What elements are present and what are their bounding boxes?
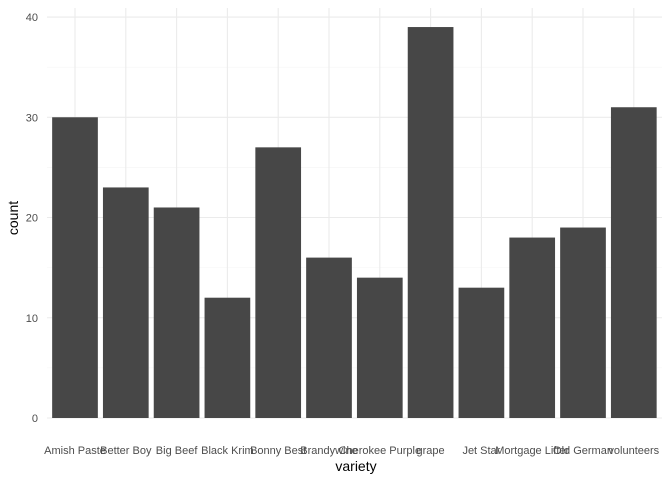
y-tick-label: 0: [32, 413, 38, 425]
bar: [560, 227, 606, 418]
bars-group: [52, 27, 657, 419]
x-tick-label: Amish Paste: [44, 445, 106, 457]
x-tick-label: volunteers: [608, 445, 659, 457]
x-tick-label: grape: [417, 445, 445, 457]
x-tick-label: Better Boy: [100, 445, 152, 457]
x-tick-label: Big Beef: [156, 445, 199, 457]
bar: [356, 277, 403, 418]
x-tick-label: Black Krim: [201, 445, 254, 457]
y-tick-label: 20: [26, 213, 38, 225]
y-tick-label: 40: [26, 12, 38, 24]
x-tick-label: Jet Star: [462, 445, 500, 457]
bar: [153, 207, 200, 418]
x-axis-title: variety: [335, 458, 376, 474]
x-tick-label: Mortgage Lifter: [495, 445, 569, 457]
bar: [255, 147, 302, 419]
bar: [306, 257, 352, 418]
x-tick-label: Bonny Best: [250, 445, 306, 457]
y-axis-title: count: [5, 201, 21, 235]
bar: [204, 297, 251, 418]
y-tick-label: 10: [26, 313, 38, 325]
x-tick-label: Old German: [553, 445, 613, 457]
y-tick-labels: 0 10 20 30 40: [26, 12, 38, 425]
bar: [509, 237, 556, 418]
y-tick-label: 30: [26, 112, 38, 124]
x-tick-label: Cherokee Purple: [339, 445, 422, 457]
bar: [610, 107, 657, 418]
bar: [102, 187, 149, 418]
bar: [458, 287, 505, 418]
bar: [407, 27, 454, 419]
bar: [52, 117, 98, 418]
x-tick-label: Brandywine: [300, 445, 357, 457]
